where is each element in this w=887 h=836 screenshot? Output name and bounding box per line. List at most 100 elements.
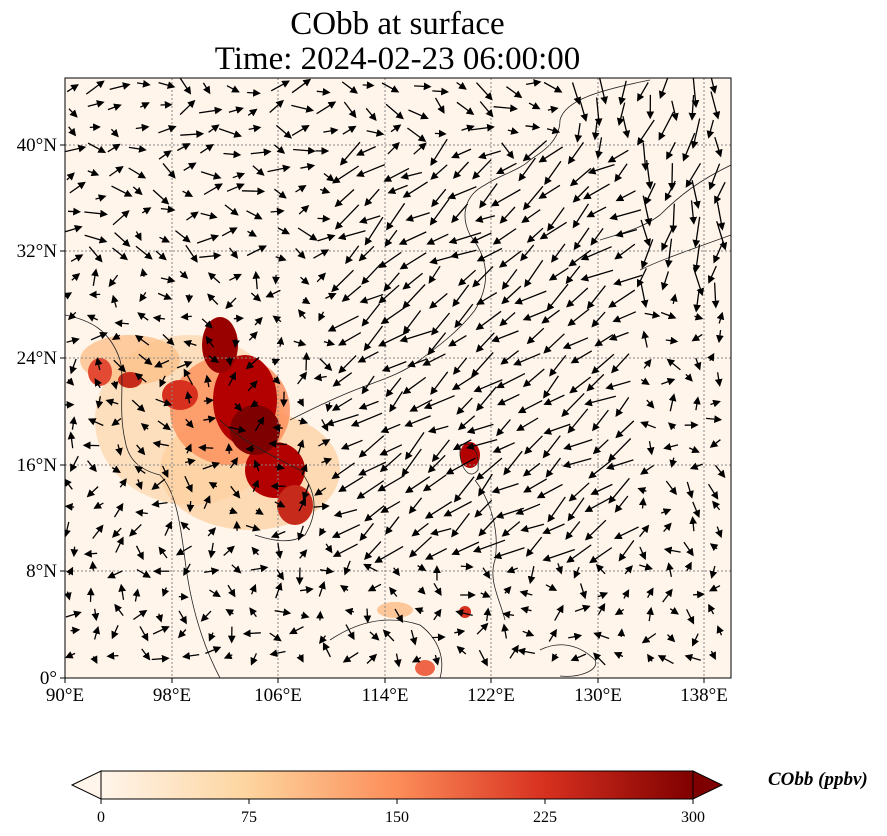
wind-arrow: [402, 181, 428, 198]
wind-arrow: [525, 536, 543, 557]
wind-arrow: [86, 486, 99, 498]
wind-arrow: [692, 216, 701, 248]
wind-arrow: [184, 475, 193, 493]
wind-arrow: [340, 439, 363, 450]
wind-arrow: [67, 207, 81, 216]
wind-arrow: [669, 293, 678, 305]
colorbar-tick-label: 150: [385, 809, 409, 826]
wind-arrow: [502, 610, 515, 619]
wind-arrow: [572, 203, 590, 229]
wind-arrow: [341, 285, 362, 302]
wind-arrow: [666, 562, 674, 578]
wind-arrow: [164, 520, 173, 536]
wind-arrow: [476, 622, 489, 635]
wind-arrow: [389, 586, 398, 597]
wind-arrow: [456, 645, 467, 655]
wind-arrow: [87, 100, 105, 108]
wind-arrow: [251, 546, 260, 556]
wind-arrow: [451, 203, 469, 224]
wind-arrow: [364, 188, 380, 207]
wind-arrow: [65, 503, 75, 511]
wind-arrow: [667, 422, 677, 431]
wind-arrow: [152, 440, 169, 448]
wind-arrow: [332, 372, 353, 387]
wind-arrow: [65, 377, 75, 386]
wind-arrow: [456, 81, 467, 90]
wind-arrow: [638, 524, 650, 538]
wind-arrow: [682, 132, 696, 162]
wind-arrow: [646, 441, 655, 456]
wind-arrow: [313, 373, 327, 382]
wind-arrow: [226, 85, 240, 93]
wind-arrow: [646, 399, 655, 409]
wind-arrow: [245, 356, 260, 370]
wind-arrow: [527, 565, 536, 585]
wind-arrow: [344, 607, 355, 616]
lat-tick-label: 32°N: [17, 241, 58, 262]
wind-arrow: [692, 244, 701, 273]
wind-arrow: [669, 457, 677, 468]
wind-arrow: [134, 231, 142, 241]
wind-arrow: [475, 457, 503, 481]
wind-arrow: [387, 141, 400, 155]
wind-arrow: [131, 399, 146, 413]
wind-arrow: [69, 358, 77, 375]
wind-arrow: [561, 392, 585, 417]
wind-arrow: [321, 457, 333, 465]
wind-arrow: [141, 207, 152, 215]
wind-arrow: [615, 397, 630, 417]
wind-arrow: [542, 523, 565, 535]
wind-arrow: [361, 263, 382, 285]
wind-arrow: [474, 215, 496, 223]
wind-arrow: [108, 274, 119, 288]
wind-arrow: [428, 265, 441, 284]
wind-arrow: [275, 543, 283, 559]
wind-arrow: [640, 283, 649, 308]
wind-arrow: [522, 308, 550, 321]
wind-arrow: [114, 232, 131, 247]
wind-arrow: [383, 167, 410, 182]
wind-arrow: [233, 402, 243, 412]
wind-arrow: [380, 423, 401, 434]
wind-arrow: [231, 564, 242, 574]
wind-arrow: [545, 457, 562, 478]
wind-arrow: [709, 439, 721, 448]
wind-arrow: [179, 78, 192, 95]
wind-arrow: [433, 608, 442, 621]
wind-arrow: [313, 249, 330, 259]
wind-arrow: [599, 78, 608, 105]
wind-arrow: [716, 330, 724, 344]
wind-arrow: [592, 652, 606, 666]
wind-arrow: [580, 269, 614, 282]
wind-arrow: [398, 231, 427, 245]
wind-arrow: [323, 127, 339, 135]
wind-arrow: [454, 628, 466, 637]
wind-arrow: [712, 500, 721, 511]
wind-arrow: [427, 332, 447, 356]
wind-arrow: [640, 377, 650, 386]
wind-arrow: [497, 393, 520, 406]
wind-arrow: [475, 310, 502, 331]
wind-arrow: [538, 146, 564, 163]
wind-arrow: [646, 587, 654, 599]
wind-arrow: [551, 653, 560, 662]
lat-tick-label: 40°N: [17, 135, 58, 156]
wind-arrow: [688, 445, 700, 454]
wind-arrow: [543, 394, 565, 406]
wind-arrow: [85, 80, 105, 95]
wind-arrow: [89, 560, 98, 571]
wind-arrow: [178, 592, 189, 601]
wind-arrow: [358, 400, 379, 410]
wind-arrow: [402, 284, 426, 309]
wind-arrow: [592, 439, 609, 455]
wind-arrow: [95, 194, 107, 202]
wind-arrow: [479, 183, 498, 209]
wind-arrow: [207, 527, 217, 537]
wind-arrow: [67, 311, 77, 321]
wind-arrow: [377, 474, 405, 492]
wind-arrow: [275, 463, 286, 471]
wind-arrow: [460, 562, 474, 571]
wind-arrow: [366, 129, 385, 137]
wind-arrow: [480, 590, 491, 598]
wind-arrow: [456, 101, 475, 116]
